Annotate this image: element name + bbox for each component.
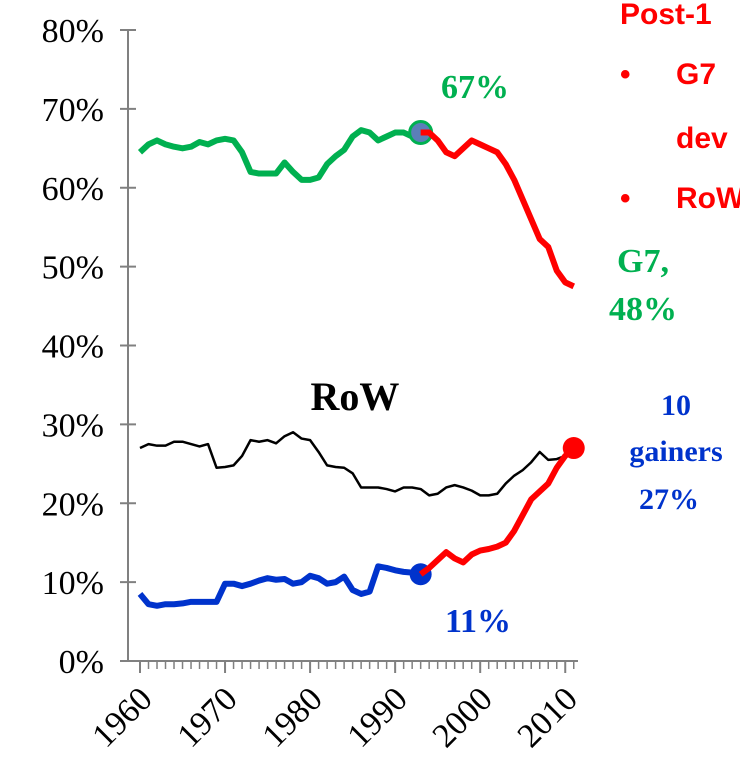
annotation: G7, bbox=[617, 243, 669, 280]
series-line bbox=[139, 431, 574, 497]
annotation: gainers bbox=[629, 435, 722, 468]
annotation: 11% bbox=[445, 603, 511, 640]
y-tick-label: 30% bbox=[42, 407, 104, 444]
y-tick-label: 20% bbox=[42, 486, 104, 523]
x-tick-label: 1960 bbox=[85, 680, 159, 754]
y-tick-label: 60% bbox=[42, 171, 104, 208]
y-tick-label: 50% bbox=[42, 250, 104, 287]
side-heading: Post-1 bbox=[620, 0, 712, 31]
y-tick-label: 70% bbox=[42, 92, 104, 129]
annotation: 48% bbox=[609, 291, 677, 328]
x-tick-label: 1980 bbox=[256, 680, 330, 754]
annotation: 67% bbox=[441, 69, 509, 106]
x-tick-label: 1990 bbox=[341, 680, 415, 754]
y-tick-label: 10% bbox=[42, 565, 104, 602]
bullet: • bbox=[620, 182, 631, 215]
side-text: Post-1 • G7 dev • RoW bbox=[620, 0, 740, 215]
side-item: RoW bbox=[676, 182, 740, 215]
series-line bbox=[418, 445, 576, 577]
annotation: RoW bbox=[311, 374, 400, 419]
y-tick-label: 0% bbox=[59, 644, 104, 681]
y-tick-label: 80% bbox=[42, 13, 104, 50]
annotation: 27% bbox=[639, 483, 699, 516]
series-line bbox=[137, 127, 422, 183]
annotation: 10 bbox=[661, 389, 691, 422]
y-tick-label: 40% bbox=[42, 329, 104, 366]
x-tick-label: 2010 bbox=[511, 680, 585, 754]
annotations: 67% G7, 48% RoW 10 gainers 27% 11% bbox=[311, 69, 723, 640]
x-tick-label: 1970 bbox=[170, 680, 244, 754]
bullet: • bbox=[620, 58, 631, 91]
series-line bbox=[420, 129, 576, 290]
side-item: G7 bbox=[676, 58, 716, 91]
end-marker bbox=[562, 437, 585, 460]
side-item: dev bbox=[676, 122, 728, 155]
x-tick-label: 2000 bbox=[426, 680, 500, 754]
series-line bbox=[137, 563, 422, 609]
